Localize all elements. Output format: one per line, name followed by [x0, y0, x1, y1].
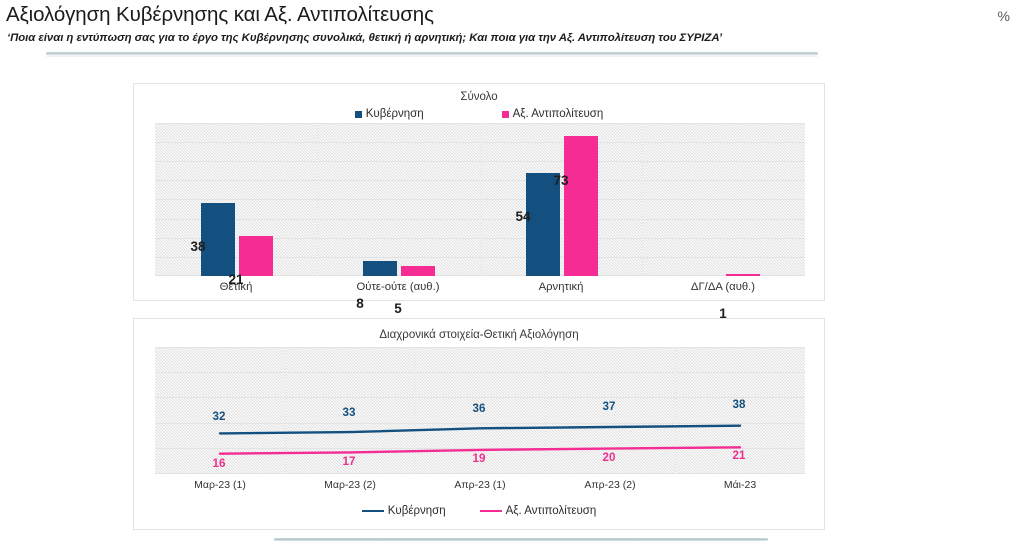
line-series-government [218, 424, 742, 435]
bar-opposition-dk [726, 274, 760, 276]
legend-line-government-icon [361, 509, 384, 513]
category-separator [642, 123, 643, 276]
legend-item-government: Κυβέρνηση [354, 108, 424, 120]
line-chart-legend: Κυβέρνηση Αξ. Αντιπολίτευση [134, 505, 824, 517]
gridline [155, 423, 805, 424]
bar-opposition-positive [239, 235, 273, 276]
category-separator [415, 347, 416, 474]
bar-value-government-positive: 38 [190, 239, 206, 254]
legend-label-government-line: Κυβέρνηση [387, 505, 446, 517]
bar-chart-plot-area [155, 123, 805, 276]
category-separator [480, 123, 481, 276]
line-xaxis-label-3: Απρ-23 (2) [584, 479, 636, 491]
axis-line [155, 473, 805, 474]
line-value-government-2: 36 [472, 402, 486, 415]
bar-value-opposition-positive: 21 [228, 272, 244, 287]
bar-government-neutral [363, 260, 397, 276]
line-value-government-0: 32 [212, 410, 226, 423]
line-value-opposition-1: 17 [342, 455, 356, 468]
line-value-government-3: 37 [602, 400, 616, 413]
page-header: Αξιολόγηση Κυβέρνησης και Αξ. Αντιπολίτε… [0, 0, 1024, 62]
legend-label-opposition-line: Αξ. Αντιπολίτευση [505, 505, 597, 517]
legend-item-opposition: Αξ. Αντιπολίτευση [501, 108, 604, 120]
bar-government-positive [201, 203, 235, 276]
bar-category-label-dk: ΔΓ/ΔΑ (αυθ.) [690, 281, 756, 293]
category-separator [545, 347, 546, 474]
header-divider [46, 52, 818, 55]
line-chart-series-svg [218, 424, 742, 455]
line-value-opposition-3: 20 [602, 451, 616, 464]
legend-swatch-opposition-icon [501, 110, 509, 118]
bar-category-label-negative: Αρνητική [538, 281, 584, 293]
line-xaxis-label-2: Απρ-23 (1) [454, 479, 506, 491]
bar-value-government-neutral: 8 [356, 296, 364, 311]
gridline [155, 372, 805, 373]
category-separator [317, 123, 318, 276]
bar-chart-title: Σύνολο [460, 91, 498, 103]
bar-government-negative [526, 172, 560, 276]
bar-value-opposition-dk: 1 [719, 306, 727, 321]
line-value-opposition-2: 19 [472, 452, 486, 465]
bar-chart-legend: Κυβέρνηση Αξ. Αντιπολίτευση [134, 108, 824, 120]
line-series-opposition [218, 446, 742, 455]
line-chart-plot-area [155, 347, 805, 474]
line-value-opposition-0: 16 [212, 457, 226, 470]
gridline [155, 448, 805, 449]
legend-item-government-line: Κυβέρνηση [361, 505, 446, 517]
page-title: Αξιολόγηση Κυβέρνησης και Αξ. Αντιπολίτε… [6, 3, 434, 26]
bar-value-opposition-neutral: 5 [394, 301, 402, 316]
gridline [155, 347, 805, 348]
line-xaxis-label-4: Μάι-23 [723, 479, 757, 491]
line-value-government-1: 33 [342, 406, 356, 419]
percent-unit-label: % [997, 8, 1010, 24]
legend-swatch-government-icon [354, 110, 362, 118]
category-separator [675, 347, 676, 474]
bar-value-opposition-negative: 73 [553, 173, 569, 188]
legend-item-opposition-line: Αξ. Αντιπολίτευση [479, 505, 597, 517]
bar-opposition-neutral [401, 266, 435, 276]
category-separator [285, 347, 286, 474]
bar-chart-panel: Σύνολο Κυβέρνηση Αξ. Αντιπολίτευση [133, 83, 825, 321]
gridline [155, 397, 805, 398]
line-value-government-4: 38 [732, 398, 746, 411]
line-chart-title: Διαχρονικά στοιχεία-Θετική Αξιολόγηση [379, 329, 579, 341]
legend-line-opposition-icon [479, 509, 502, 513]
legend-label-opposition: Αξ. Αντιπολίτευση [512, 108, 604, 120]
header-divider-shadow [46, 55, 818, 57]
bar-category-label-neutral: Ούτε-ούτε (αυθ.) [356, 281, 440, 293]
line-chart-panel: Διαχρονικά στοιχεία-Θετική Αξιολόγηση 32… [133, 318, 825, 530]
bar-category-label-positive: Θετική [219, 281, 253, 293]
footer-divider [274, 538, 768, 541]
bar-value-government-negative: 54 [515, 209, 531, 224]
legend-label-government: Κυβέρνηση [365, 108, 424, 120]
line-xaxis-label-0: Μαρ-23 (1) [194, 479, 246, 491]
line-value-opposition-4: 21 [732, 449, 746, 462]
page-subtitle: ‘Ποια είναι η εντύπωση σας για το έργο τ… [7, 32, 722, 44]
line-xaxis-label-1: Μαρ-23 (2) [324, 479, 376, 491]
bar-opposition-negative [564, 136, 598, 276]
